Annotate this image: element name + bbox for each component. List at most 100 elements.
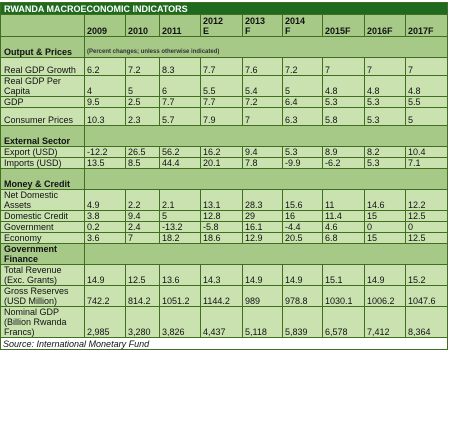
cell-value: 6.3	[282, 107, 323, 126]
cell-value: 12.8	[200, 210, 243, 222]
cell-value: 978.8	[282, 285, 323, 307]
table-row: Economy 3.6 7 18.2 18.6 12.9 20.5 6.8 15 12.5	[0, 232, 449, 244]
table-row: Real GDP Growth 6.2 7.2 8.3 7.7 7.6 7.2 7 7 7	[0, 57, 449, 76]
section-label: Government Finance	[0, 243, 85, 265]
cell-value: 10.4	[404, 146, 449, 158]
header-corner	[0, 14, 85, 37]
cell-value: 15.2	[404, 264, 449, 286]
cell-value: 0	[364, 221, 406, 233]
cell-value: 7.8	[242, 157, 283, 169]
cell-value: 1006.2	[364, 285, 406, 307]
row-label: Gross Reserves (USD Million)	[0, 285, 85, 307]
cell-value: 5.3	[364, 157, 406, 169]
row-label: Imports (USD)	[0, 157, 85, 169]
cell-value: 20.5	[282, 232, 323, 244]
cell-value: 5,118	[242, 306, 283, 338]
cell-value: 28.3	[242, 189, 283, 211]
cell-value: 7	[322, 57, 365, 76]
table-row: Real GDP Per Capita 4 5 6 5.5 5.4 5 4.8 4.8 4.8	[0, 75, 449, 97]
header-row: 2009 2010 2011 2012 E 2013 F 2014 F 2015F 2…	[0, 14, 449, 37]
row-label: Nominal GDP (Billion Rwanda Francs)	[0, 306, 85, 338]
cell-value: 6.2	[84, 57, 126, 76]
cell-value: 26.5	[125, 146, 160, 158]
cell-value: 5.4	[242, 75, 283, 97]
cell-value: 4	[84, 75, 126, 97]
cell-value: 4.6	[322, 221, 365, 233]
cell-value: 9.5	[84, 96, 126, 108]
cell-value: 10.3	[84, 107, 126, 126]
cell-value: 18.2	[159, 232, 201, 244]
cell-value: 4.8	[322, 75, 365, 97]
cell-value: 16.1	[242, 221, 283, 233]
cell-value: 2.5	[125, 96, 160, 108]
cell-value: 1030.1	[322, 285, 365, 307]
cell-value: 3.6	[84, 232, 126, 244]
header-year: 2015F	[322, 14, 365, 37]
cell-value: -9.9	[282, 157, 323, 169]
cell-value: 12.9	[242, 232, 283, 244]
cell-value: 16	[282, 210, 323, 222]
cell-value: 14.6	[364, 189, 406, 211]
cell-value: 8.3	[159, 57, 201, 76]
header-year: 2016F	[364, 14, 406, 37]
cell-value: 7.7	[200, 96, 243, 108]
cell-value: 7.7	[159, 96, 201, 108]
cell-value: 1051.2	[159, 285, 201, 307]
section-note: (Percent changes; unless otherwise indic…	[83, 36, 449, 58]
row-label: Domestic Credit	[0, 210, 85, 222]
section-row: External Sector	[0, 125, 449, 147]
cell-value: 5.5	[404, 96, 449, 108]
cell-value: 7.7	[200, 57, 243, 76]
table-row: Consumer Prices 10.3 2.3 5.7 7.9 7 6.3 5.8 5.3 5	[0, 107, 449, 126]
cell-value: 14.9	[364, 264, 406, 286]
cell-value: 2,985	[84, 306, 126, 338]
cell-value: 1047.6	[404, 285, 449, 307]
macro-indicators-table-container: RWANDA MACROECONOMIC INDICATORS 2009 201…	[0, 2, 449, 350]
table-row: Imports (USD) 13.5 8.5 44.4 20.1 7.8 -9.9 -6.2 5…	[0, 157, 449, 169]
section-label: Output & Prices	[0, 36, 85, 58]
cell-value: 742.2	[84, 285, 126, 307]
header-year: 2012 E	[200, 14, 243, 37]
cell-value: 5.5	[200, 75, 243, 97]
cell-value: 11.4	[322, 210, 365, 222]
cell-value: 44.4	[159, 157, 201, 169]
cell-value: 3,280	[125, 306, 160, 338]
table-row: Government 0.2 2.4 -13.2 -5.8 16.1 -4.4 4.6 0 0	[0, 221, 449, 233]
cell-value: 1144.2	[200, 285, 243, 307]
cell-value: 8.9	[322, 146, 365, 158]
cell-value: 4.9	[84, 189, 126, 211]
cell-value: 13.6	[159, 264, 201, 286]
cell-value: 5	[125, 75, 160, 97]
section-row: Government Finance	[0, 243, 449, 265]
cell-value: 7	[125, 232, 160, 244]
source-row: Source: International Monetary Fund	[0, 337, 449, 350]
cell-value: 4.8	[404, 75, 449, 97]
cell-value: 15.1	[322, 264, 365, 286]
header-year: 2014 F	[282, 14, 323, 37]
cell-value: 9.4	[242, 146, 283, 158]
cell-value: 8.5	[125, 157, 160, 169]
cell-value: 56.2	[159, 146, 201, 158]
table-title: RWANDA MACROECONOMIC INDICATORS	[0, 2, 449, 15]
cell-value: 5,839	[282, 306, 323, 338]
header-year: 2013 F	[242, 14, 283, 37]
cell-value: 7.6	[242, 57, 283, 76]
section-filler	[83, 243, 449, 265]
source-note: Source: International Monetary Fund	[0, 337, 449, 350]
cell-value: 8.2	[364, 146, 406, 158]
header-year: 2011	[159, 14, 201, 37]
cell-value: 7.2	[242, 96, 283, 108]
cell-value: 7,412	[364, 306, 406, 338]
header-year: 2017F	[404, 14, 449, 37]
cell-value: 12.5	[404, 232, 449, 244]
cell-value: 18.6	[200, 232, 243, 244]
cell-value: 11	[322, 189, 365, 211]
cell-value: 5	[159, 210, 201, 222]
section-filler	[83, 125, 449, 147]
cell-value: 12.2	[404, 189, 449, 211]
cell-value: 7.2	[125, 57, 160, 76]
cell-value: 7	[404, 57, 449, 76]
cell-value: 3.8	[84, 210, 126, 222]
cell-value: 15	[364, 210, 406, 222]
cell-value: 6.8	[322, 232, 365, 244]
